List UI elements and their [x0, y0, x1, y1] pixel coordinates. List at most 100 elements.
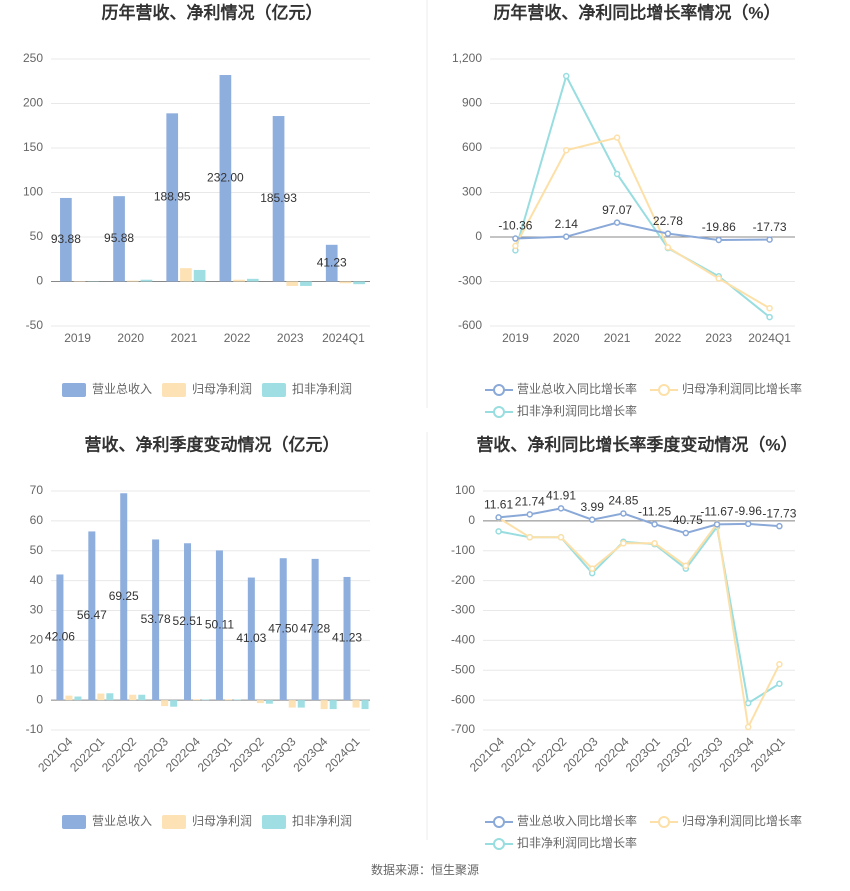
chart-title: 营收、净利季度变动情况（亿元）	[85, 434, 340, 454]
chart-panel: 历年营收、净利同比增长率情况（%） -600 -300 0 300 600 900 1,200…	[452, 2, 802, 418]
data-label: 47.28	[300, 622, 330, 636]
legend-swatch	[493, 384, 505, 396]
x-tick-label: 2023Q4	[290, 734, 330, 774]
x-tick-label: 2021Q4	[35, 734, 75, 774]
x-tick-label: 2023	[705, 331, 732, 345]
y-tick-label: 900	[462, 96, 482, 110]
x-tick-label: 2022	[224, 331, 251, 345]
bar	[343, 576, 351, 701]
chart-title: 历年营收、净利同比增长率情况（%）	[493, 2, 780, 22]
y-tick-label: -100	[451, 543, 475, 557]
data-label: -17.73	[762, 506, 796, 520]
y-tick-label: 0	[475, 229, 482, 243]
chart-title: 历年营收、净利情况（亿元）	[102, 2, 323, 22]
bar	[272, 116, 285, 282]
line-point	[651, 540, 658, 547]
y-tick-label: 70	[30, 483, 44, 497]
line-point	[563, 146, 570, 154]
bar	[361, 700, 369, 710]
x-tick-label: 2019	[502, 331, 529, 345]
y-tick-label: -10	[26, 722, 44, 736]
data-label: 21.74	[515, 495, 545, 509]
x-tick-label: 2022Q3	[131, 734, 171, 774]
data-label: -11.67	[700, 505, 733, 519]
x-tick-label: 2023Q2	[227, 734, 267, 774]
bar	[233, 699, 241, 701]
data-label: 97.07	[602, 203, 632, 217]
data-label: 50.11	[205, 617, 234, 631]
bar	[170, 700, 178, 707]
data-label: 11.61	[484, 498, 513, 512]
chart-panel: 历年营收、净利情况（亿元） -50 0 50 100 150 200 250 2019 2020 2…	[23, 2, 370, 397]
y-tick-label: -600	[451, 692, 475, 706]
legend-label: 扣非净利润同比增长率	[517, 835, 637, 850]
bar	[297, 700, 305, 708]
y-tick-label: 100	[455, 483, 475, 497]
y-tick-label: 40	[30, 573, 44, 587]
bar	[106, 693, 114, 701]
data-label: 69.25	[109, 589, 139, 603]
bar	[129, 694, 137, 701]
data-label: 2.14	[555, 217, 579, 231]
legend-label: 归母净利润同比增长率	[682, 381, 802, 396]
y-tick-label: 250	[23, 51, 43, 65]
x-tick-label: 2024Q1	[322, 331, 365, 345]
data-label: 42.06	[45, 629, 75, 643]
data-label: 52.51	[173, 614, 203, 628]
bar	[193, 269, 206, 282]
line-point	[682, 562, 690, 569]
legend-label: 营业总收入同比增长率	[517, 813, 637, 828]
x-tick-label: 2024Q1	[322, 734, 362, 774]
bar	[224, 699, 232, 701]
legend-swatch	[493, 838, 505, 850]
legend-swatch	[62, 815, 86, 829]
legend-label: 扣非净利润	[292, 814, 352, 828]
line-point	[557, 505, 565, 512]
y-tick-label: -500	[451, 662, 475, 676]
y-tick-label: 100	[23, 185, 43, 199]
legend-swatch	[658, 816, 670, 828]
line-point	[526, 534, 534, 541]
bar	[286, 281, 299, 286]
bar	[329, 700, 337, 710]
legend-swatch	[493, 406, 505, 418]
bar	[300, 281, 312, 286]
bar	[97, 693, 105, 701]
line	[514, 136, 771, 310]
y-tick-label: 0	[36, 274, 43, 288]
bar	[215, 550, 223, 701]
data-label: 47.50	[268, 621, 298, 635]
bar	[88, 531, 96, 701]
legend-swatch	[162, 383, 186, 397]
bar	[265, 700, 273, 704]
legend-swatch	[262, 383, 286, 397]
bar	[166, 113, 179, 282]
legend-swatch	[493, 816, 505, 828]
x-tick-label: 2020	[117, 331, 144, 345]
bar	[233, 279, 245, 282]
data-label: 53.78	[141, 612, 171, 626]
bar	[202, 699, 210, 701]
line-point	[744, 520, 752, 528]
y-tick-label: -50	[26, 318, 44, 332]
source-note: 数据来源：恒生聚源	[371, 862, 479, 877]
legend-label: 归母净利润	[192, 814, 252, 828]
line-point	[744, 723, 752, 731]
data-label: 93.88	[51, 232, 81, 246]
y-tick-label: 1,200	[452, 51, 482, 65]
x-tick-label: 2021	[171, 331, 198, 345]
bar	[126, 280, 139, 282]
data-label: 232.00	[207, 170, 244, 184]
y-tick-label: 50	[30, 229, 44, 243]
data-label: 95.88	[104, 231, 134, 245]
bar	[65, 695, 73, 701]
line	[514, 73, 771, 318]
line	[498, 507, 780, 535]
data-label: 56.47	[77, 608, 107, 622]
y-tick-label: 0	[468, 513, 475, 527]
y-tick-label: 0	[36, 692, 43, 706]
x-tick-label: 2019	[64, 331, 91, 345]
line-point	[563, 233, 570, 240]
data-label: 188.95	[154, 190, 191, 204]
legend-label: 营业总收入同比增长率	[517, 381, 637, 396]
